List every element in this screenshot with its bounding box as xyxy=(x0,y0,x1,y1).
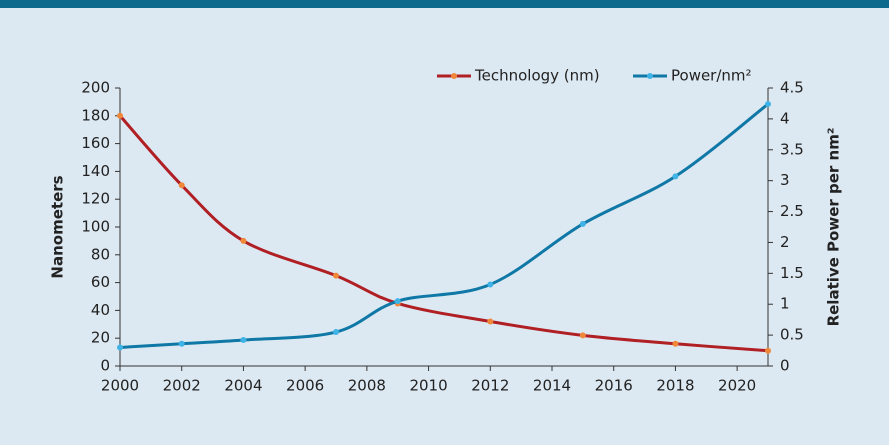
legend-label: Power/nm² xyxy=(671,67,752,85)
y-tick-label: 80 xyxy=(91,245,110,263)
y2-tick-label: 1.5 xyxy=(780,264,804,282)
y-tick-label: 200 xyxy=(81,79,110,97)
series-line xyxy=(119,102,769,349)
x-tick-label: 2020 xyxy=(718,377,756,395)
y-tick-label: 100 xyxy=(81,218,110,236)
x-tick-label: 2008 xyxy=(348,377,386,395)
x-tick-label: 2016 xyxy=(595,377,633,395)
x-tick-label: 2002 xyxy=(163,377,201,395)
x-tick-label: 2000 xyxy=(101,377,139,395)
marker xyxy=(178,340,185,347)
x-tick-label: 2006 xyxy=(286,377,324,395)
marker xyxy=(240,337,247,344)
x-tick-label: 2010 xyxy=(409,377,447,395)
y2-axis-label: Relative Power per nm² xyxy=(825,128,843,327)
marker xyxy=(333,272,339,279)
legend-marker xyxy=(451,73,457,79)
x-tick-label: 2012 xyxy=(471,377,509,395)
legend-label: Technology (nm) xyxy=(474,67,600,85)
marker xyxy=(672,340,679,347)
marker xyxy=(487,318,494,325)
marker xyxy=(579,332,586,339)
x-tick-label: 2018 xyxy=(656,377,694,395)
y2-tick-label: 3 xyxy=(780,171,790,189)
y-tick-label: 40 xyxy=(91,301,110,319)
y2-tick-label: 0.5 xyxy=(780,326,804,344)
marker xyxy=(117,344,123,351)
marker xyxy=(117,112,123,119)
y2-tick-label: 3.5 xyxy=(780,140,804,158)
marker xyxy=(579,220,586,227)
legend-marker xyxy=(647,73,653,79)
y2-tick-label: 2 xyxy=(780,233,790,251)
x-tick-label: 2004 xyxy=(224,377,262,395)
y-tick-label: 0 xyxy=(100,357,110,375)
y-tick-label: 120 xyxy=(81,190,110,208)
y2-tick-label: 4.5 xyxy=(780,79,804,97)
marker xyxy=(765,347,771,354)
marker xyxy=(178,182,185,189)
y2-tick-label: 2.5 xyxy=(780,202,804,220)
y-tick-label: 180 xyxy=(81,106,110,124)
header-bar xyxy=(0,0,889,8)
y2-tick-label: 1 xyxy=(780,295,790,313)
y2-tick-label: 0 xyxy=(780,357,790,375)
y-tick-label: 20 xyxy=(91,329,110,347)
marker xyxy=(394,298,401,305)
x-tick-label: 2014 xyxy=(533,377,571,395)
marker xyxy=(240,237,247,244)
marker xyxy=(765,101,771,108)
marker xyxy=(487,281,494,288)
y-axis-label: Nanometers xyxy=(49,175,67,278)
y-tick-label: 140 xyxy=(81,162,110,180)
y-tick-label: 60 xyxy=(91,273,110,291)
marker xyxy=(672,173,679,180)
marker xyxy=(333,329,339,336)
y-tick-label: 160 xyxy=(81,134,110,152)
y2-tick-label: 4 xyxy=(780,109,790,127)
